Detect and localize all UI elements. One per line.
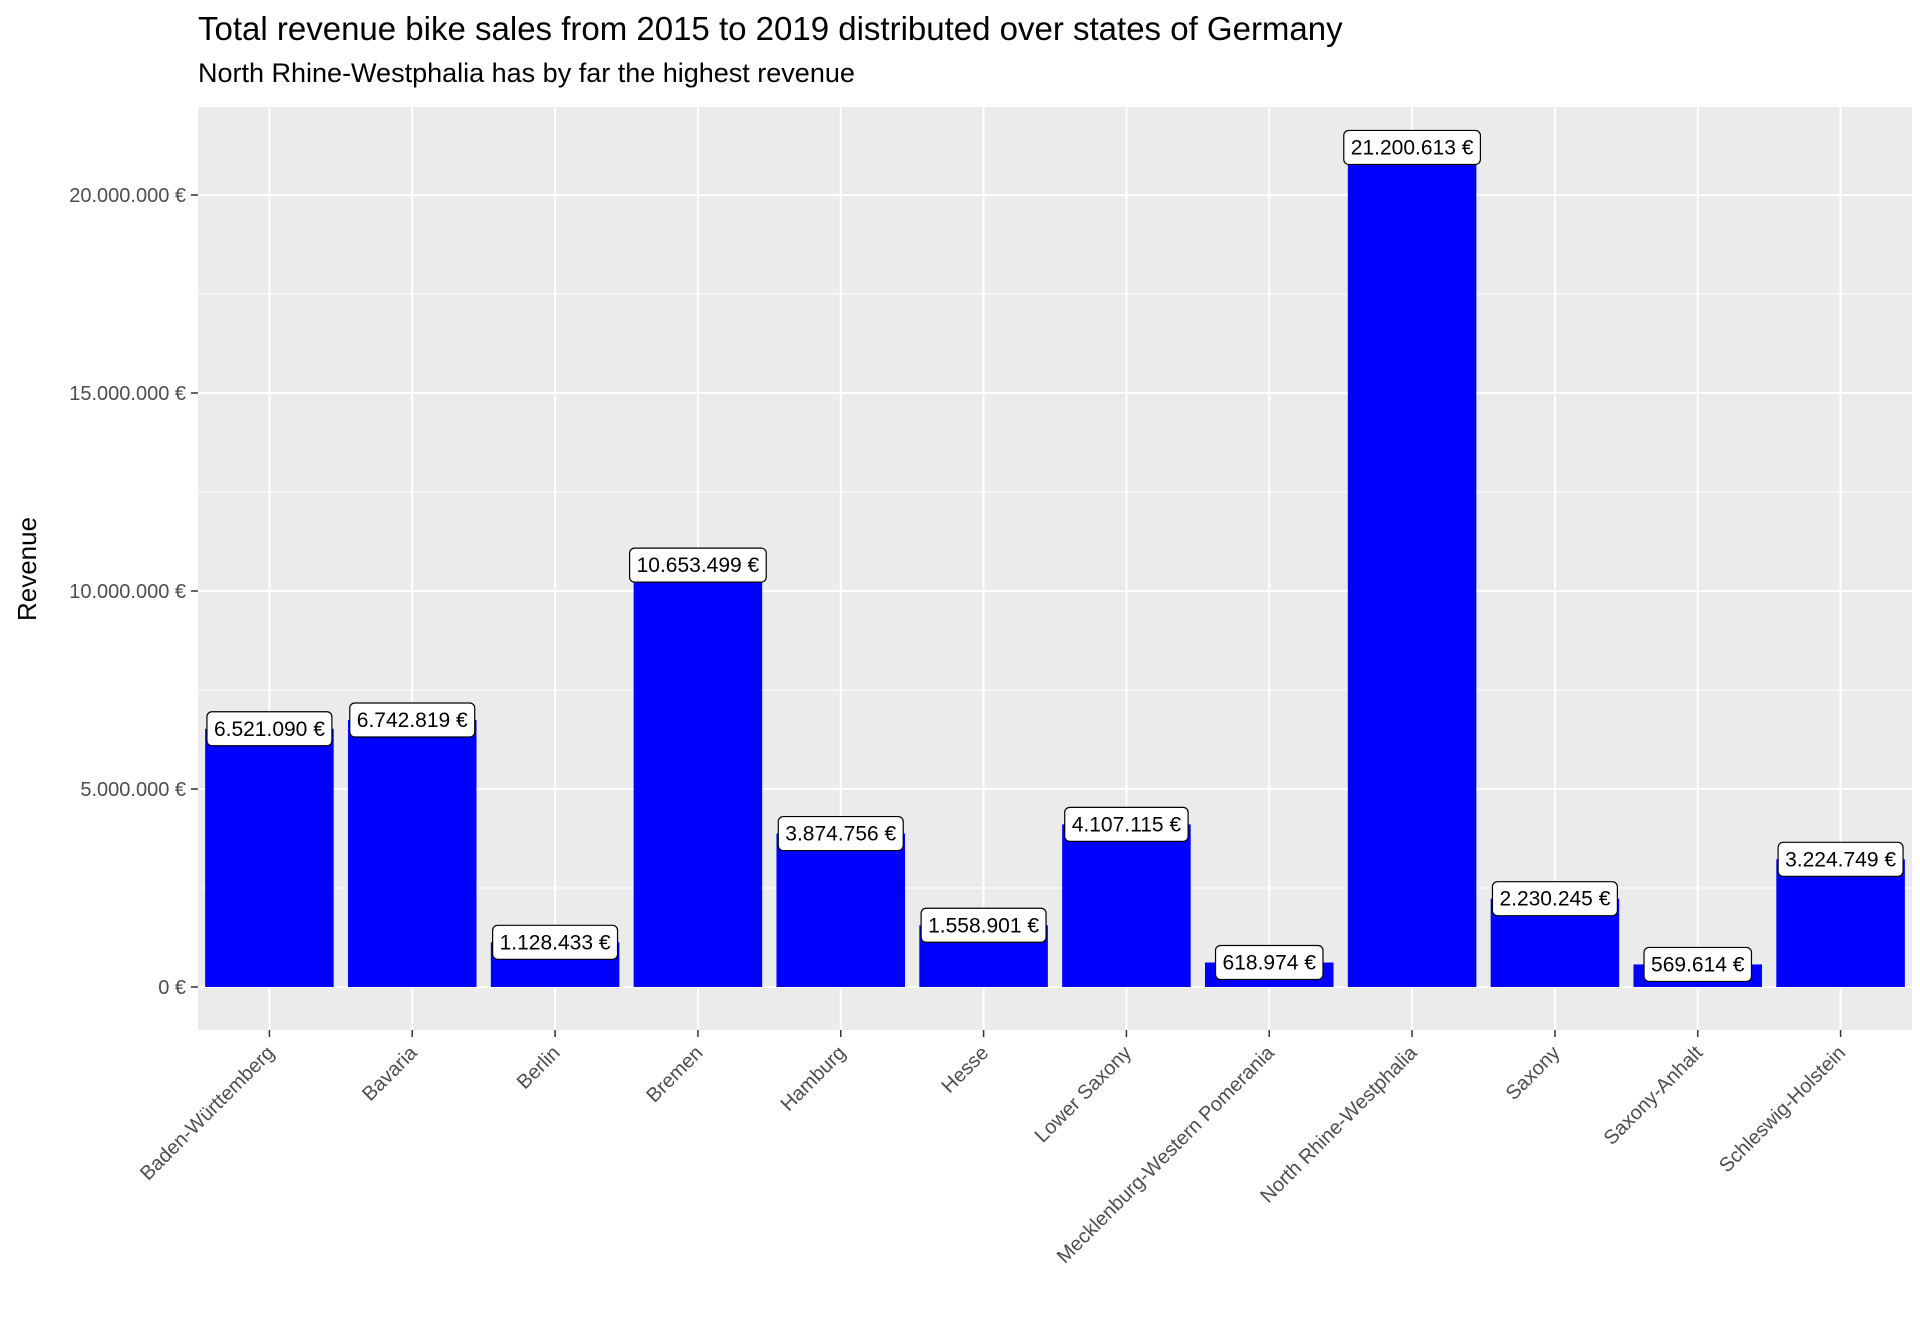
- bar: [1347, 147, 1477, 988]
- data-label-box: [1214, 944, 1324, 981]
- data-label-box: [1064, 806, 1189, 842]
- data-label: 4.107.115 €: [1072, 813, 1182, 836]
- plot-panel: [198, 107, 1912, 1030]
- data-label-box: [492, 924, 619, 960]
- data-label: 3.224.749 €: [1785, 848, 1896, 871]
- y-tick-label: 10.000.000 €: [69, 581, 186, 603]
- data-label-box: [1777, 841, 1904, 877]
- data-label-box: [920, 907, 1047, 943]
- x-tick-label: Schleswig-Holstein: [1715, 1042, 1850, 1177]
- chart-subtitle: North Rhine-Westphalia has by far the hi…: [198, 58, 855, 88]
- y-tick-label: 0 €: [158, 977, 186, 999]
- bar: [1062, 824, 1191, 987]
- y-tick-label: 15.000.000 €: [69, 383, 186, 405]
- bar: [633, 565, 763, 987]
- y-tick-label: 5.000.000 €: [80, 779, 186, 801]
- data-label-box: [1343, 129, 1481, 166]
- y-axis-label: Revenue: [12, 517, 42, 621]
- x-tick-label: Hamburg: [777, 1042, 851, 1116]
- data-label-box: [1643, 946, 1753, 983]
- data-label: 3.874.756 €: [785, 823, 896, 846]
- data-label: 6.521.090 €: [214, 718, 325, 741]
- x-tick-label: Baden-Württemberg: [136, 1042, 279, 1185]
- data-label: 1.128.433 €: [500, 931, 611, 954]
- data-label: 618.974 €: [1223, 951, 1317, 974]
- data-label: 21.200.613 €: [1351, 136, 1474, 159]
- data-label-box: [629, 547, 767, 583]
- data-label-box: [777, 815, 904, 852]
- x-tick-label: Saxony-Anhalt: [1600, 1042, 1708, 1150]
- data-label: 1.558.901 €: [928, 914, 1039, 937]
- data-label-box: [349, 702, 476, 738]
- x-tick-label: North Rhine-Westphalia: [1256, 1041, 1422, 1207]
- chart-title: Total revenue bike sales from 2015 to 20…: [198, 10, 1343, 47]
- data-label: 569.614 €: [1651, 953, 1745, 976]
- bar: [205, 728, 334, 987]
- data-label-box: [1491, 881, 1618, 917]
- data-label: 10.653.499 €: [637, 554, 760, 577]
- x-tick-label: Hesse: [937, 1042, 993, 1098]
- data-label: 2.230.245 €: [1499, 888, 1610, 911]
- bar: [1776, 859, 1905, 987]
- data-label: 6.742.819 €: [357, 709, 468, 732]
- x-tick-label: Berlin: [513, 1042, 565, 1094]
- data-label-box: [206, 711, 333, 747]
- bar: [776, 833, 906, 987]
- x-tick-label: Saxony: [1502, 1042, 1565, 1105]
- x-tick-label: Bavaria: [358, 1041, 422, 1105]
- y-tick-label: 20.000.000 €: [69, 185, 186, 207]
- x-tick-label: Bremen: [642, 1042, 707, 1107]
- bar: [347, 719, 477, 987]
- x-tick-label: Lower Saxony: [1031, 1042, 1136, 1147]
